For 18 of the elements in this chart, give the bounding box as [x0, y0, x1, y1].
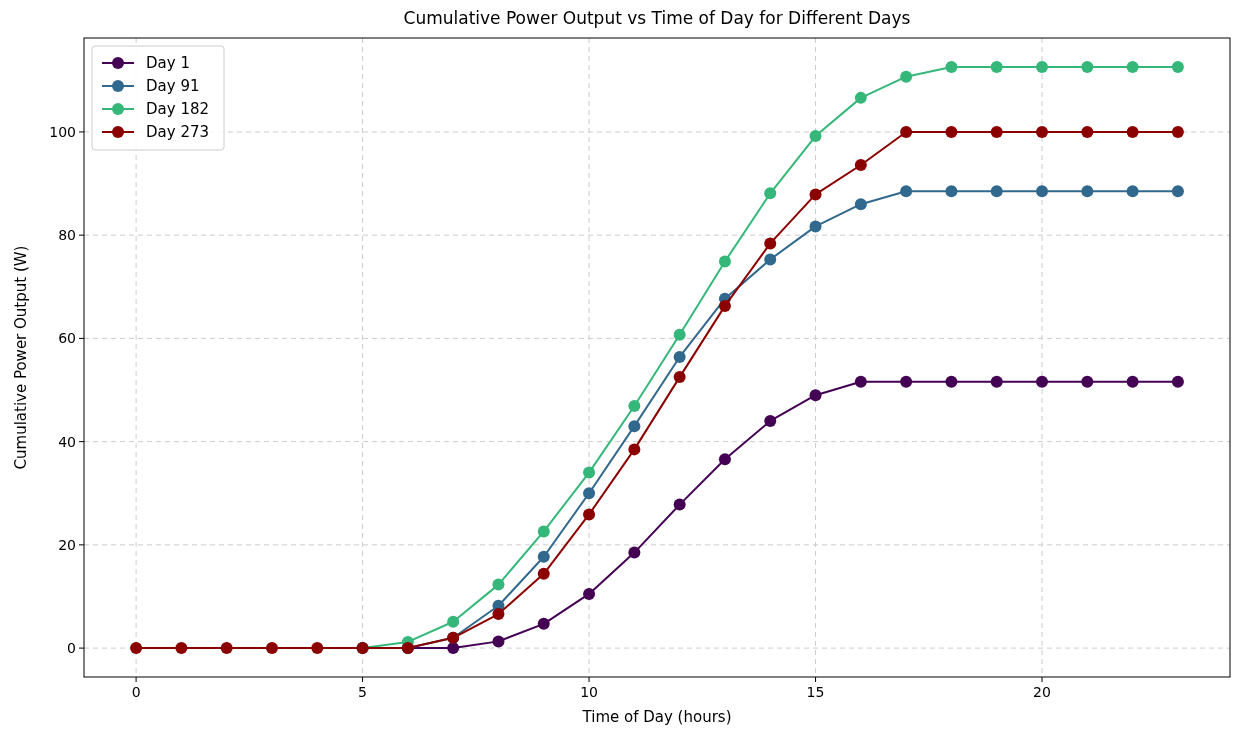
- y-tick-label: 0: [67, 640, 76, 656]
- y-tick-label: 40: [58, 433, 76, 450]
- x-tick-label: 10: [580, 684, 598, 700]
- x-tick-label: 5: [358, 684, 368, 700]
- legend-label: Day 273: [146, 123, 210, 142]
- legend-label: Day 182: [146, 100, 210, 119]
- y-tick-label: 60: [58, 330, 76, 347]
- x-tick-label: 20: [1033, 684, 1051, 700]
- x-tick-label: 0: [131, 684, 141, 700]
- legend-label: Day 91: [146, 77, 200, 96]
- y-tick-label: 100: [49, 123, 76, 140]
- y-tick-label: 20: [58, 536, 76, 553]
- x-axis-title: Time of Day (hours): [581, 708, 732, 726]
- y-axis-title: Cumulative Power Output (W): [12, 245, 30, 470]
- x-tick-label: 15: [806, 684, 825, 700]
- legend-label: Day 1: [146, 54, 190, 73]
- y-tick-label: 80: [58, 227, 76, 244]
- chart-title: Cumulative Power Output vs Time of Day for Different Days: [403, 8, 911, 28]
